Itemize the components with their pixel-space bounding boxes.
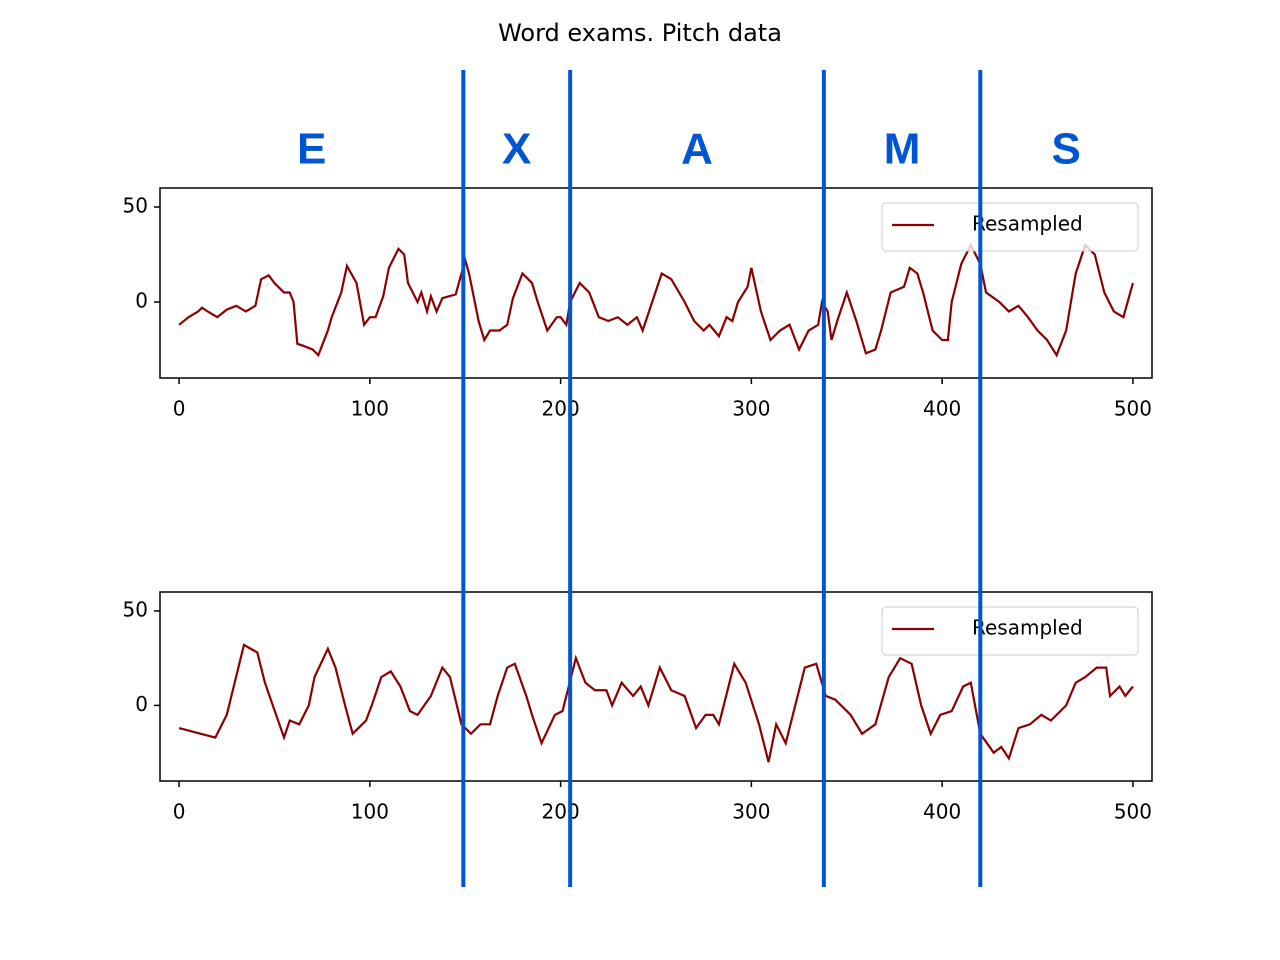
axes-frame xyxy=(159,591,1153,782)
y-tick-label: 50 xyxy=(123,597,148,621)
x-tick-label: 300 xyxy=(732,397,770,421)
legend-label: Resampled xyxy=(972,212,1083,236)
x-tick-label: 500 xyxy=(1114,800,1152,824)
y-tick-label: 0 xyxy=(135,692,148,716)
legend-box xyxy=(881,202,1139,252)
segment-letter: A xyxy=(681,125,713,174)
x-tick-label: 400 xyxy=(923,397,961,421)
y-tick-label: 0 xyxy=(135,289,148,313)
segment-letter: M xyxy=(884,125,921,174)
legend-label: Resampled xyxy=(972,616,1083,640)
x-tick-label: 300 xyxy=(732,800,770,824)
x-tick-label: 100 xyxy=(351,397,389,421)
segment-letter: X xyxy=(502,125,531,174)
chart-title: Word exams. Pitch data xyxy=(498,19,782,47)
segment-letter: E xyxy=(297,125,326,174)
x-tick-label: 0 xyxy=(173,800,186,824)
data-line xyxy=(178,242,1134,358)
axes-frame xyxy=(159,187,1153,379)
x-tick-label: 100 xyxy=(351,800,389,824)
x-tick-label: 200 xyxy=(542,800,580,824)
x-tick-label: 0 xyxy=(173,397,186,421)
x-tick-label: 500 xyxy=(1114,397,1152,421)
legend-box xyxy=(881,606,1139,656)
x-tick-label: 400 xyxy=(923,800,961,824)
x-tick-label: 200 xyxy=(542,397,580,421)
segment-letter: S xyxy=(1051,125,1080,174)
y-tick-label: 50 xyxy=(123,194,148,218)
data-line xyxy=(178,643,1134,763)
